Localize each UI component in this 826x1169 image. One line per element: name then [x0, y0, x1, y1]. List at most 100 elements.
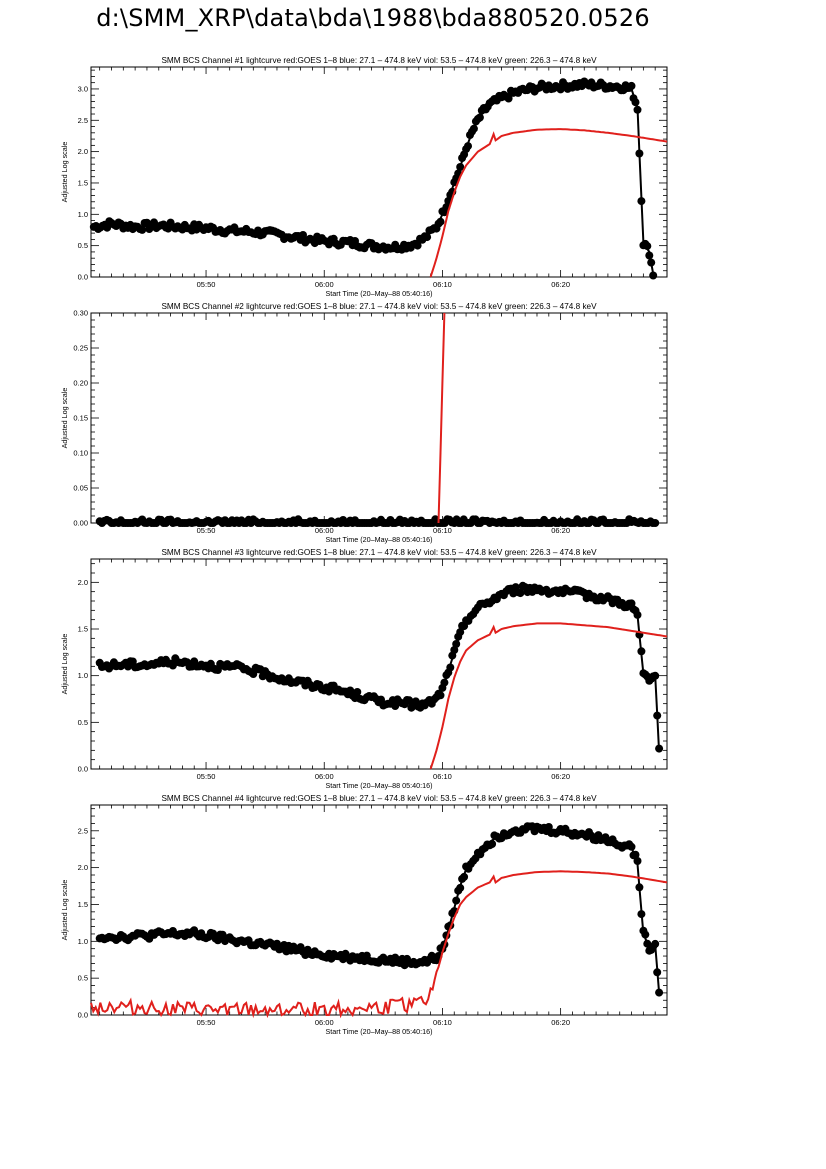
bcs-data-point: [653, 968, 662, 977]
bcs-data-point: [436, 691, 445, 700]
bcs-data-point: [436, 217, 445, 226]
y-axis-label: Adjusted Log scale: [60, 634, 69, 695]
x-tick-label: 05:50: [197, 280, 216, 289]
bcs-data-point: [413, 241, 422, 250]
chart-panel-3: SMM BCS Channel #3 lightcurve red:GOES 1…: [60, 548, 668, 790]
bcs-data-point: [651, 671, 660, 680]
bcs-data-point: [647, 258, 656, 267]
bcs-data-point: [631, 850, 640, 859]
bcs-data-point: [651, 939, 660, 948]
bcs-data-point: [464, 142, 472, 151]
x-tick-label: 06:00: [315, 1018, 334, 1027]
bcs-data-point: [249, 670, 258, 678]
bcs-data-point: [633, 857, 642, 865]
bcs-data-point: [641, 930, 650, 939]
y-tick-label: 1.0: [78, 671, 88, 680]
bcs-data-point: [653, 711, 662, 720]
bcs-data-point: [456, 628, 465, 637]
bcs-data-point: [633, 610, 642, 619]
bcs-data-point: [456, 163, 465, 171]
x-tick-label: 06:10: [433, 772, 452, 781]
y-tick-label: 2.0: [78, 578, 88, 587]
goes-curve: [90, 870, 668, 1019]
bcs-data-point: [637, 197, 646, 206]
bcs-data-point: [488, 840, 497, 848]
chart-title: SMM BCS Channel #4 lightcurve red:GOES 1…: [161, 794, 597, 803]
goes-curve: [437, 312, 446, 524]
x-tick-label: 06:10: [433, 526, 452, 535]
bcs-data-point: [450, 646, 459, 654]
y-tick-label: 2.5: [78, 826, 88, 835]
x-tick-label: 06:00: [315, 280, 334, 289]
y-axis-label: Adjusted Log scale: [60, 880, 69, 941]
x-axis-label: Start Time (20–May–88 05:40:16): [325, 781, 432, 790]
bcs-data-point: [299, 231, 307, 239]
plot-frame: [90, 312, 668, 524]
y-tick-label: 0.05: [73, 484, 88, 493]
y-tick-label: 1.5: [78, 178, 88, 187]
bcs-data-point: [627, 81, 636, 90]
goes-curve: [429, 128, 668, 278]
plot-frame: [90, 804, 668, 1016]
page-title: d:\SMM_XRP\data\bda\1988\bda880520.0526: [96, 4, 650, 32]
bcs-data-point: [635, 883, 644, 892]
y-tick-label: 0.15: [73, 414, 88, 423]
y-tick-label: 0.20: [73, 379, 88, 388]
plot-frame: [90, 66, 668, 278]
x-tick-label: 06:20: [551, 772, 570, 781]
bcs-data-point: [637, 910, 646, 919]
bcs-data-point: [504, 94, 513, 103]
bcs-data-point: [456, 883, 465, 892]
chart-panel-1: SMM BCS Channel #1 lightcurve red:GOES 1…: [60, 56, 668, 298]
bcs-data-point: [643, 242, 652, 251]
chart-panel-2: SMM BCS Channel #2 lightcurve red:GOES 1…: [60, 302, 668, 544]
bcs-data-point: [633, 105, 642, 114]
bcs-data-point: [138, 225, 147, 234]
bcs-data-point: [637, 647, 646, 656]
chart-title: SMM BCS Channel #3 lightcurve red:GOES 1…: [161, 548, 597, 557]
x-tick-label: 06:10: [433, 280, 452, 289]
bcs-data-point: [452, 640, 461, 648]
bcs-data-point: [423, 233, 432, 242]
chart-title: SMM BCS Channel #1 lightcurve red:GOES 1…: [161, 56, 597, 65]
x-tick-label: 06:20: [551, 1018, 570, 1027]
bcs-data-point: [446, 663, 455, 672]
bcs-data-point: [353, 688, 362, 696]
y-tick-label: 0.30: [73, 309, 88, 318]
x-tick-label: 05:50: [197, 1018, 216, 1027]
goes-curve: [429, 622, 668, 770]
y-tick-label: 0.10: [73, 449, 88, 458]
x-axis-label: Start Time (20–May–88 05:40:16): [325, 535, 432, 544]
x-tick-label: 06:20: [551, 280, 570, 289]
x-axis-label: Start Time (20–May–88 05:40:16): [325, 289, 432, 298]
x-tick-label: 06:00: [315, 772, 334, 781]
bcs-data-point: [469, 124, 478, 133]
bcs-data-point: [627, 842, 636, 851]
x-tick-label: 05:50: [197, 526, 216, 535]
bcs-data-point: [452, 896, 461, 905]
chart-title: SMM BCS Channel #2 lightcurve red:GOES 1…: [161, 302, 597, 311]
bcs-data-point: [649, 271, 658, 280]
y-tick-label: 0.0: [78, 273, 88, 282]
y-tick-label: 0.5: [78, 241, 88, 250]
y-axis-label: Adjusted Log scale: [60, 142, 69, 203]
x-tick-label: 06:10: [433, 1018, 452, 1027]
bcs-data-point: [544, 823, 553, 831]
bcs-data-point: [645, 251, 654, 260]
bcs-data-point: [635, 149, 644, 158]
y-tick-label: 2.0: [78, 147, 88, 156]
bcs-data-point: [655, 988, 664, 997]
y-axis-label: Adjusted Log scale: [60, 388, 69, 449]
bcs-data-point: [631, 98, 640, 107]
y-tick-label: 0.5: [78, 974, 88, 983]
x-tick-label: 06:20: [551, 526, 570, 535]
y-tick-label: 1.5: [78, 900, 88, 909]
bcs-curve: [99, 827, 661, 993]
y-tick-label: 3.0: [78, 84, 88, 93]
bcs-data-point: [655, 744, 664, 753]
bcs-curve: [99, 587, 661, 753]
y-tick-label: 0.5: [78, 718, 88, 727]
y-tick-label: 1.0: [78, 937, 88, 946]
bcs-data-point: [440, 678, 449, 687]
x-axis-label: Start Time (20–May–88 05:40:16): [325, 1027, 432, 1036]
